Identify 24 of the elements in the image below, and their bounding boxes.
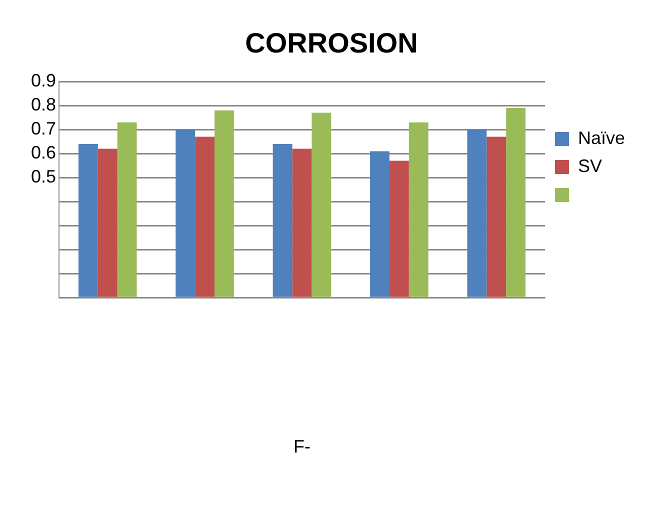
y-tick-label: 0.6	[30, 142, 56, 163]
bar	[467, 130, 487, 297]
bar	[78, 144, 98, 297]
bar	[98, 148, 118, 297]
bar	[370, 151, 390, 297]
chart-title: CORROSION	[245, 28, 418, 59]
bar	[292, 148, 312, 297]
y-tick-label: 0.5	[30, 166, 56, 187]
bar	[117, 122, 137, 297]
legend-label: Naïve	[578, 128, 626, 148]
bar	[486, 136, 506, 297]
text: F-	[294, 436, 310, 457]
bar	[272, 144, 292, 297]
bar	[312, 112, 332, 297]
bar	[389, 160, 409, 297]
bar	[506, 108, 526, 297]
y-tick-label: 0.9	[30, 70, 56, 91]
y-tick-label: 0.8	[30, 94, 56, 115]
bar	[408, 122, 428, 297]
bar	[195, 136, 215, 297]
y-tick-label: 0.7	[30, 118, 56, 139]
legend-label: SV	[578, 156, 602, 176]
bar	[214, 110, 234, 297]
bar	[176, 130, 196, 297]
